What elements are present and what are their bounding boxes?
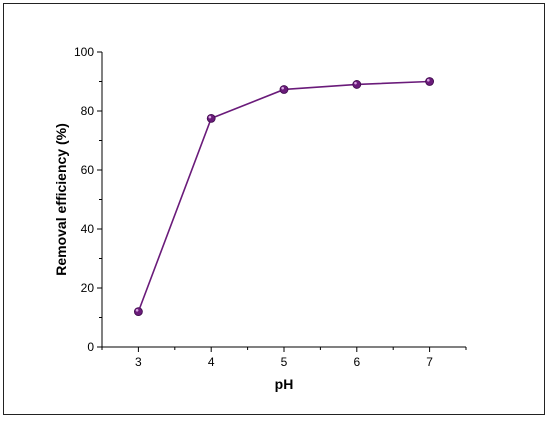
y-tick-label-60: 60 xyxy=(81,163,95,177)
y-axis-title: Removal efficiency (%) xyxy=(53,123,69,276)
y-tick-label-100: 100 xyxy=(74,45,94,59)
x-tick-label-7: 7 xyxy=(426,355,433,369)
series-group xyxy=(133,77,435,317)
x-tick-label-4: 4 xyxy=(208,355,215,369)
data-point-highlight xyxy=(208,115,212,119)
y-tick-label-40: 40 xyxy=(81,222,95,236)
data-point xyxy=(352,80,362,89)
data-point xyxy=(206,113,216,123)
y-tick-label-80: 80 xyxy=(81,104,95,118)
x-tick-label-5: 5 xyxy=(281,355,288,369)
data-point-highlight xyxy=(135,309,139,312)
data-point xyxy=(133,307,143,317)
y-tick-label-20: 20 xyxy=(81,281,95,295)
data-point-highlight xyxy=(427,78,430,82)
x-axis-title: pH xyxy=(275,376,294,392)
series-line-0 xyxy=(137,80,430,312)
data-point xyxy=(425,77,435,86)
tick-labels: 0 20 40 60 80 100 3 4 5 6 7 xyxy=(74,45,433,369)
y-tick-label-0: 0 xyxy=(87,340,94,354)
x-tick-label-6: 6 xyxy=(353,355,360,369)
ticks xyxy=(97,51,467,352)
axes xyxy=(101,52,466,348)
chart-frame xyxy=(3,3,545,415)
data-point-highlight xyxy=(354,81,357,85)
x-tick-label-3: 3 xyxy=(135,355,142,369)
data-point xyxy=(279,85,289,94)
data-point-highlight xyxy=(281,86,285,90)
